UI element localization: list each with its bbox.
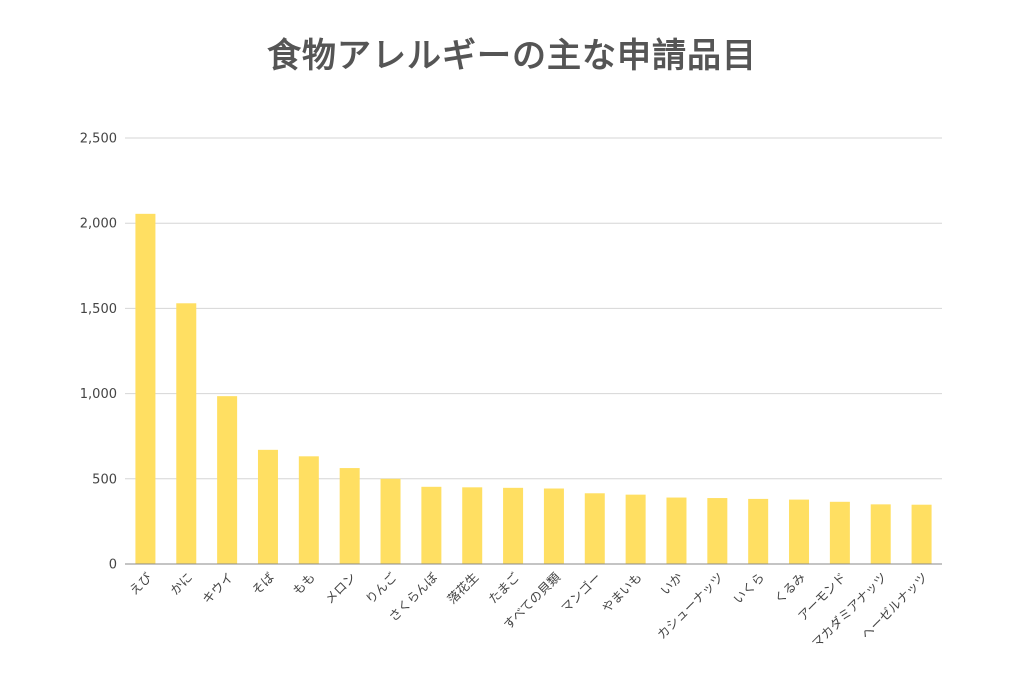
x-tick-label: キウイ [199, 570, 236, 607]
x-tick-label: マンゴー [558, 570, 604, 616]
x-tick-label: りんご [363, 569, 400, 606]
bar [257, 449, 278, 564]
gridlines [125, 137, 942, 480]
bar [462, 487, 483, 564]
bar [176, 303, 197, 564]
y-tick-label: 500 [92, 472, 117, 487]
x-tick-label: かに [167, 570, 195, 598]
bar [870, 504, 891, 564]
y-tick-label: 1,500 [80, 302, 117, 317]
x-tick-label: そば [249, 569, 278, 598]
bar [625, 494, 646, 564]
x-tick-label: たまご [485, 569, 522, 606]
x-tick-label: メロン [322, 570, 359, 607]
bar [707, 498, 728, 564]
bar [666, 497, 687, 564]
x-tick-label: いくら [730, 570, 767, 607]
y-tick-label: 2,500 [80, 132, 117, 147]
x-tick-label: いか [657, 569, 686, 598]
x-tick-label: 落花生 [444, 570, 481, 607]
bar [829, 501, 850, 564]
bars [135, 213, 932, 564]
chart-title: 食物アレルギーの主な申請品目 [267, 36, 757, 76]
bar [421, 486, 442, 564]
bar [543, 488, 564, 564]
bar [748, 498, 769, 564]
y-tick-label: 2,000 [80, 217, 117, 232]
x-tick-label: やまいも [599, 570, 645, 616]
bar [135, 213, 156, 564]
y-tick-label: 1,000 [80, 387, 117, 402]
x-tick-label: えび [126, 569, 155, 598]
bar [503, 487, 524, 564]
bar [339, 468, 360, 564]
y-axis-ticks: 0 500 1,000 1,500 2,000 2,500 [80, 132, 117, 573]
x-tick-label: もも [290, 570, 318, 598]
bar [298, 456, 319, 564]
bar [584, 493, 605, 564]
bar [789, 499, 810, 564]
bar [217, 396, 238, 564]
bar [380, 478, 401, 564]
x-tick-label: くるみ [771, 570, 808, 607]
y-tick-label: 0 [109, 558, 117, 573]
bar [911, 504, 932, 564]
x-tick-label: マカダミアナッツ [809, 570, 890, 651]
